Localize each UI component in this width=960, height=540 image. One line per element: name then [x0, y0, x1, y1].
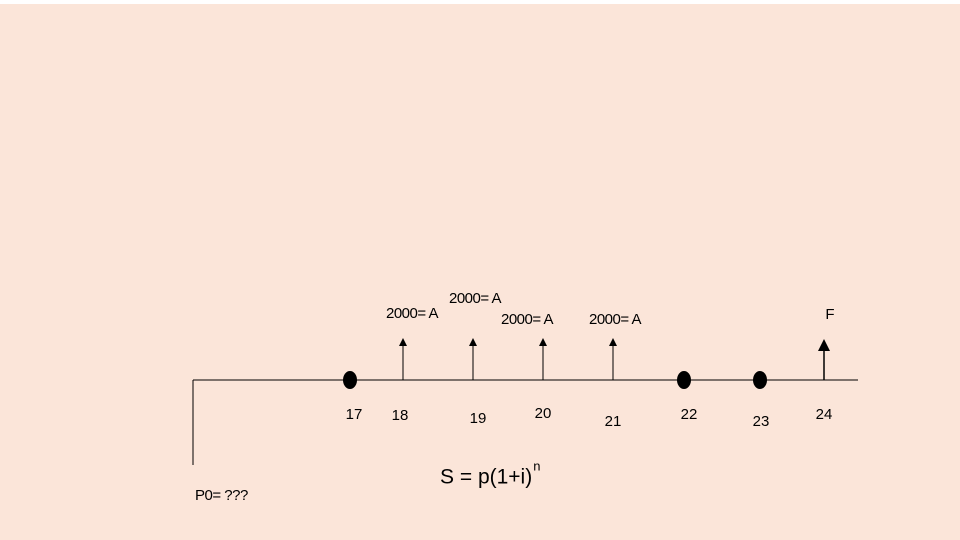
period-dot — [753, 371, 767, 389]
period-label: 22 — [681, 406, 698, 423]
payment-label: 2000= A — [589, 311, 641, 328]
period-label: 23 — [753, 413, 770, 430]
period-dot — [343, 371, 357, 389]
formula: S = p(1+i) — [440, 466, 532, 489]
present-label: P0= ??? — [195, 487, 248, 504]
period-label: 17 — [346, 406, 363, 423]
background — [0, 4, 960, 540]
period-dot — [677, 371, 691, 389]
formula-exponent: n — [533, 458, 540, 473]
period-label: 24 — [816, 406, 833, 423]
period-label: 19 — [470, 410, 487, 427]
payment-label: 2000= A — [449, 290, 501, 307]
payment-label: 2000= A — [386, 305, 438, 322]
period-label: 20 — [535, 405, 552, 422]
payment-label: 2000= A — [501, 311, 553, 328]
period-label: 18 — [392, 407, 409, 424]
period-label: 21 — [605, 413, 622, 430]
future-label: F — [825, 306, 834, 323]
